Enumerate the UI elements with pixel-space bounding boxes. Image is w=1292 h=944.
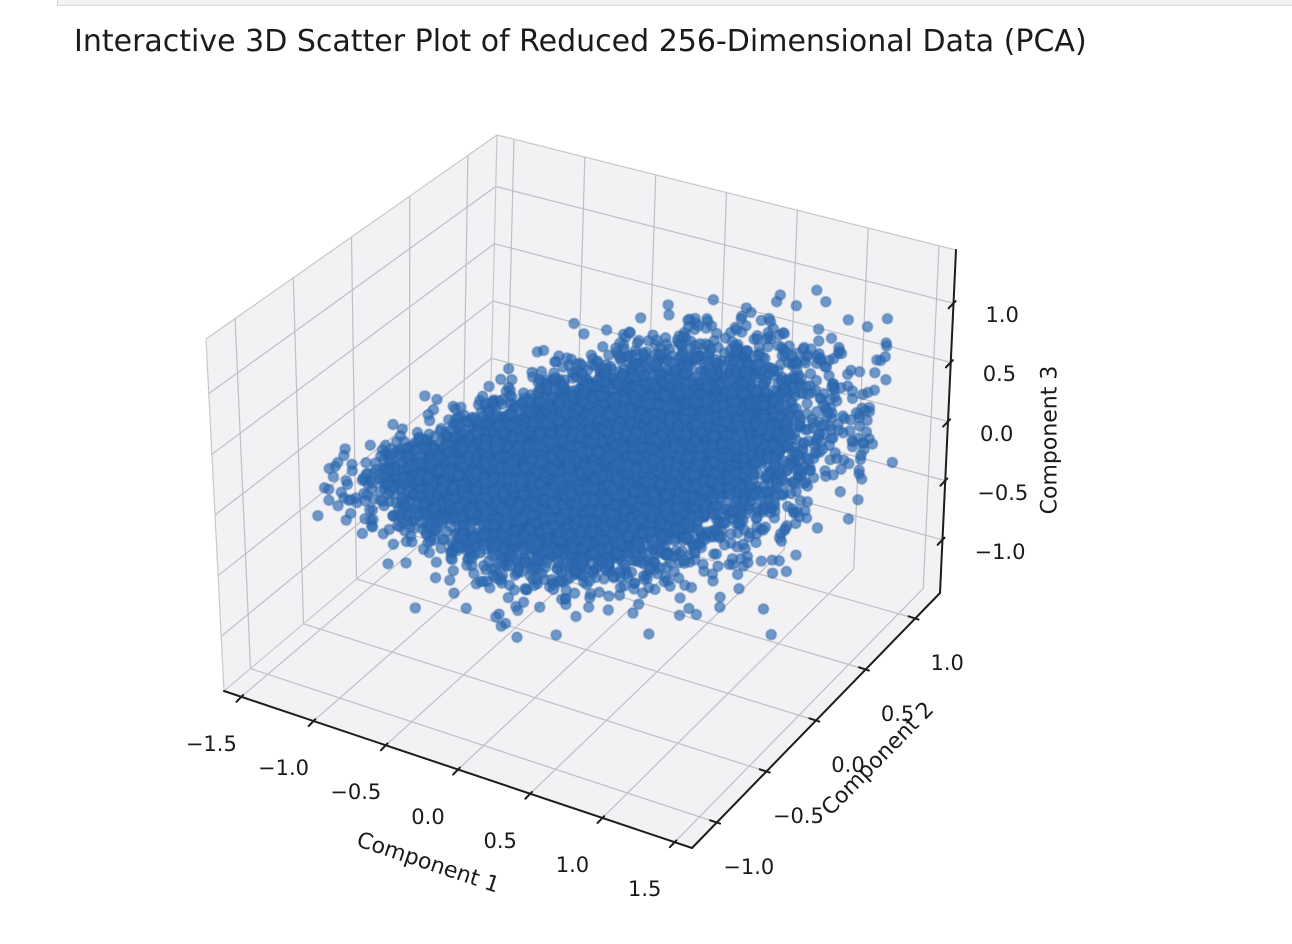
tick-mark xyxy=(758,768,771,774)
tick-mark xyxy=(709,819,722,825)
y-tick-label: 0.0 xyxy=(831,752,865,777)
tick-mark xyxy=(596,815,606,824)
x-tick-label: 0.5 xyxy=(483,828,517,853)
x-tick-label: 1.5 xyxy=(627,877,662,902)
y-tick-label: 0.5 xyxy=(880,701,915,726)
y-tick-label: −1.0 xyxy=(723,854,775,879)
y-tick-label: 1.0 xyxy=(930,650,964,675)
z-tick-label: 1.0 xyxy=(985,303,1019,328)
z-axis-label: Component 3 xyxy=(1037,365,1063,515)
tick-mark xyxy=(524,790,533,800)
tick-mark xyxy=(936,536,946,546)
x-tick-label: 1.0 xyxy=(555,852,590,877)
tick-mark xyxy=(857,666,870,672)
tick-mark xyxy=(942,418,952,428)
tick-mark xyxy=(668,839,678,849)
tick-mark xyxy=(452,766,461,776)
z-tick-label: −1.0 xyxy=(974,539,1026,564)
x-tick-label: −1.5 xyxy=(185,731,237,756)
x-tick-label: 0.0 xyxy=(411,804,445,829)
z-tick-label: 0.5 xyxy=(982,362,1017,387)
tick-mark xyxy=(307,718,317,728)
z-tick-label: 0.0 xyxy=(980,421,1014,446)
tick-mark xyxy=(947,300,957,310)
x-tick-label: −1.0 xyxy=(258,756,310,781)
y-tick-label: −0.5 xyxy=(772,803,824,828)
tick-mark xyxy=(808,717,821,723)
tick-mark xyxy=(907,615,920,621)
x-tick-label: −0.5 xyxy=(330,780,382,805)
tick-mark xyxy=(379,742,389,752)
tick-mark xyxy=(944,359,954,369)
tick-mark xyxy=(235,694,245,703)
tick-mark xyxy=(939,477,949,487)
z-tick-label: −0.5 xyxy=(977,480,1029,505)
